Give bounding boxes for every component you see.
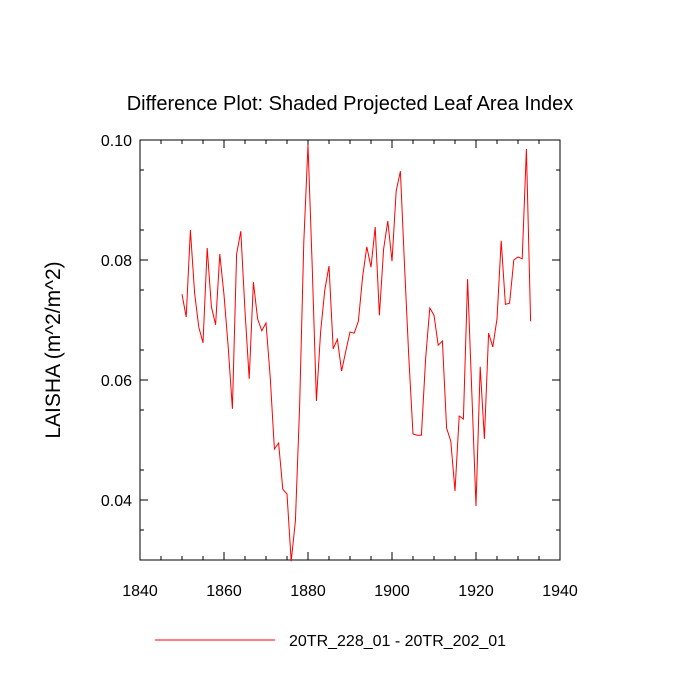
x-tick-label: 1940 (542, 583, 578, 600)
x-tick-label: 1860 (206, 583, 242, 600)
series-line (181, 144, 532, 562)
chart-title: Difference Plot: Shaded Projected Leaf A… (127, 93, 574, 115)
y-axis-label: LAISHA (m^2/m^2) (42, 261, 65, 438)
axis-ticks: 1840 1860 1880 1900 1920 1940 0.04 0.06 0.08 0.10 (101, 133, 578, 600)
legend: 20TR_228_01 - 20TR_202_01 (155, 633, 506, 650)
y-tick-label: 0.04 (101, 493, 132, 510)
legend-entry-label: 20TR_228_01 - 20TR_202_01 (289, 633, 506, 650)
series-layer (181, 144, 532, 562)
y-tick-label: 0.08 (101, 253, 132, 270)
x-tick-label: 1840 (122, 583, 158, 600)
plot-frame (139, 139, 561, 561)
y-tick-label: 0.06 (101, 373, 132, 390)
x-tick-label: 1900 (374, 583, 410, 600)
plot-area: 1840 1860 1880 1900 1920 1940 0.04 0.06 0.08 0.10 (101, 133, 578, 600)
y-tick-label: 0.10 (101, 133, 132, 150)
x-tick-label: 1880 (290, 583, 326, 600)
x-tick-label: 1920 (458, 583, 494, 600)
